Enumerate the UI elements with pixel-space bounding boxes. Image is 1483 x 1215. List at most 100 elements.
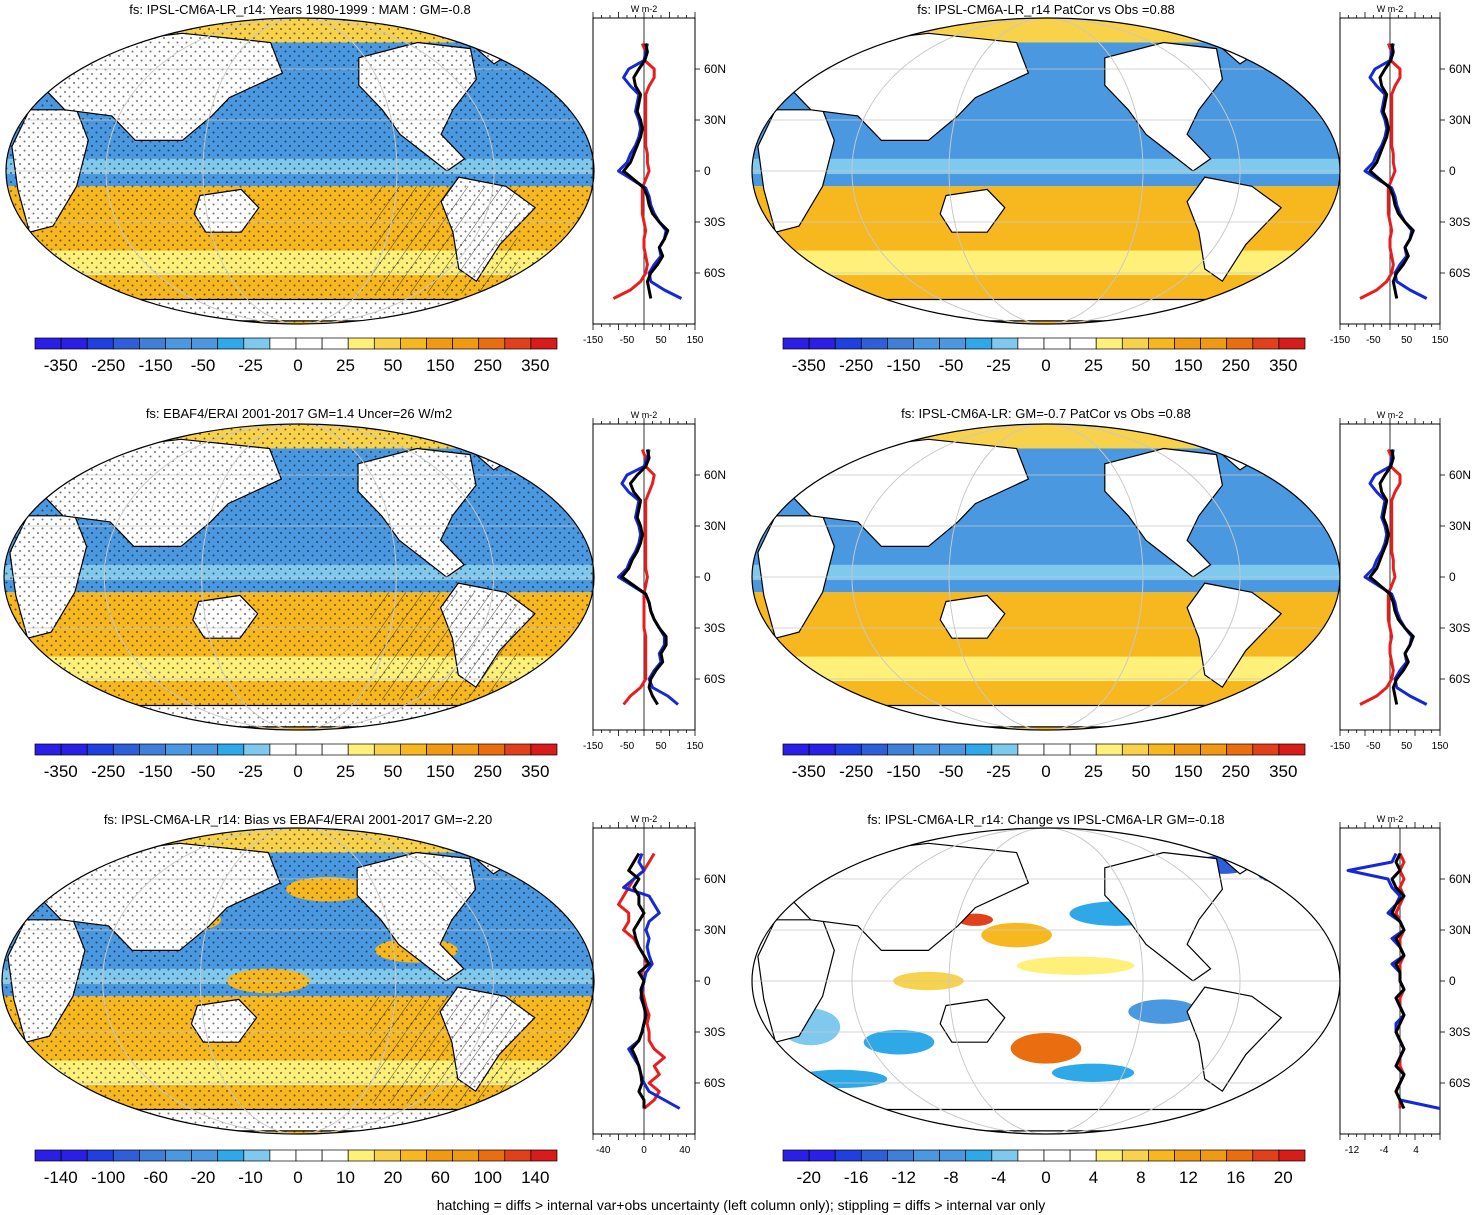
colorbar-label: 20	[383, 1168, 402, 1187]
colorbar-label: 250	[474, 762, 502, 781]
colorbar-label: -350	[44, 762, 78, 781]
colorbar-label: -350	[792, 762, 826, 781]
graticule-meridian	[103, 424, 495, 730]
colorbar-swatch	[782, 337, 810, 350]
colorbar-swatch	[347, 743, 375, 756]
axis-tick-label: -150	[583, 335, 603, 346]
colorbar-swatch	[991, 1149, 1019, 1162]
profile-series-model	[627, 852, 651, 1109]
colorbar-label: 4	[1089, 1168, 1098, 1187]
colorbar-label: 16	[1226, 1168, 1245, 1187]
colorbar-label: 12	[1179, 1168, 1198, 1187]
lat-label: 30S	[1449, 1025, 1470, 1039]
arctic-band	[752, 18, 1340, 43]
lat-label: 60S	[704, 266, 725, 280]
colorbar-swatch	[1121, 337, 1149, 350]
colorbar-label: 25	[336, 762, 355, 781]
colorbar-swatch	[887, 1149, 914, 1162]
colorbar-label: 250	[1222, 356, 1250, 375]
colorbar-swatch	[834, 337, 862, 350]
lat-label: 0	[1449, 570, 1456, 584]
profile-series-diff	[1359, 448, 1402, 706]
colorbar-swatch	[86, 1149, 114, 1162]
colorbar-swatch	[373, 743, 401, 756]
land-mass	[808, 298, 1284, 322]
profile-series-model	[1368, 43, 1415, 299]
colorbar-swatch	[504, 1149, 532, 1162]
colorbar-swatch	[60, 1149, 88, 1162]
lat-label: 30N	[1449, 923, 1471, 937]
lat-label: 0	[1449, 974, 1456, 988]
colorbar-swatch	[478, 743, 506, 756]
map-panel-1: fs: IPSL-CM6A-LR_r14: Years 1980-1999 : …	[5, 2, 595, 325]
colorbar-swatch	[426, 743, 453, 756]
colorbar-label: 25	[336, 356, 355, 375]
lat-label: 30S	[1449, 621, 1470, 635]
panel-title: fs: IPSL-CM6A-LR_r14: Years 1980-1999 : …	[129, 2, 470, 17]
profile-series-diff	[612, 42, 656, 300]
land-mass	[786, 842, 1030, 952]
colorbar-label: -250	[839, 356, 873, 375]
colorbar-swatch	[112, 1149, 140, 1162]
colorbar-swatch	[782, 743, 810, 756]
colorbar-swatch	[530, 743, 558, 756]
profile-series-diff	[622, 448, 656, 706]
equatorial-band	[752, 564, 1340, 581]
graticule-meridian	[948, 18, 1144, 324]
colorbar-label: -25	[238, 762, 263, 781]
southern-ocean-band	[752, 656, 1340, 682]
colorbar-swatch	[139, 337, 166, 350]
colorbar-swatch	[1069, 743, 1097, 756]
colorbar-swatch	[1278, 1149, 1306, 1162]
panel-title: fs: IPSL-CM6A-LR_r14: Change vs IPSL-CM6…	[867, 812, 1224, 827]
colorbar-label: -250	[839, 762, 873, 781]
land-mass	[808, 1108, 1284, 1132]
colorbar-label: -50	[191, 356, 216, 375]
colorbar-label: -16	[844, 1168, 869, 1187]
map-panel-5: fs: IPSL-CM6A-LR_r14: Bias vs EBAF4/ERAI…	[1, 812, 595, 1135]
colorbar-swatch	[191, 1149, 219, 1162]
colorbar-label: -50	[939, 356, 964, 375]
colorbar-label: 50	[383, 356, 402, 375]
colorbar-label: 140	[521, 1168, 549, 1187]
colorbar-label: 50	[1131, 356, 1150, 375]
colorbar-label: -150	[139, 356, 173, 375]
colorbar-swatch	[269, 743, 297, 756]
graticule-meridian	[851, 18, 1241, 324]
lat-label: 60N	[704, 62, 726, 76]
colorbar-swatch	[1121, 743, 1149, 756]
axis-tick-label: -40	[596, 1145, 611, 1156]
map-panel-4: fs: IPSL-CM6A-LR: GM=-0.7 PatCor vs Obs …	[751, 406, 1341, 731]
axis-tick-label: -50	[620, 741, 635, 752]
colorbar-swatch	[478, 337, 506, 350]
profile-series-model	[620, 449, 668, 706]
land-mass	[1186, 176, 1283, 283]
colorbar-swatch	[965, 743, 993, 756]
colorbar-swatch	[834, 1149, 862, 1162]
land-mass	[1104, 41, 1224, 172]
axis-tick-label: -150	[583, 741, 603, 752]
colorbar-label: 350	[1269, 356, 1297, 375]
graticule-meridian	[851, 828, 1241, 1134]
lat-label: 0	[704, 974, 711, 988]
lat-label: 30S	[704, 1025, 725, 1039]
lat-label: 0	[704, 570, 711, 584]
colorbar-swatch	[1278, 743, 1306, 756]
colorbar-swatch	[452, 337, 480, 350]
colorbar-swatch	[1278, 337, 1306, 350]
axis-tick-label: 4	[1413, 1145, 1419, 1156]
land-mass	[939, 594, 1006, 639]
anomaly-region	[863, 1029, 935, 1055]
colorbar-label: -25	[986, 356, 1011, 375]
colorbar-swatch	[1174, 337, 1201, 350]
unit-label: W m-2	[1377, 410, 1404, 420]
colorbar-label: 0	[293, 1168, 302, 1187]
axis-tick-label: -50	[620, 335, 635, 346]
lat-label: 60S	[704, 1076, 725, 1090]
colorbar-label: 0	[293, 762, 302, 781]
lat-label: 60N	[1449, 62, 1471, 76]
colorbar-swatch	[321, 743, 349, 756]
colorbar-swatch	[1252, 337, 1280, 350]
colorbar-swatch	[1148, 1149, 1175, 1162]
colorbar-swatch	[400, 337, 427, 350]
